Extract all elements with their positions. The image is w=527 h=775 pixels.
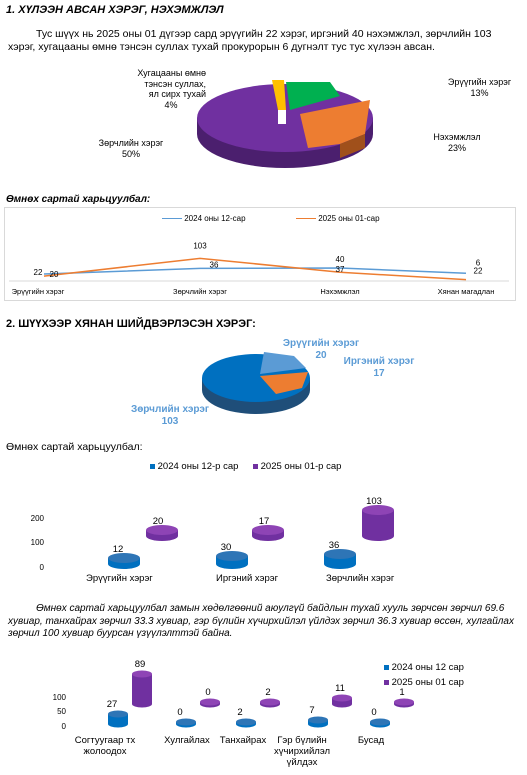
line-chart: 22 103 40 6 20 36 37 22 Эрүүгийн хэрэг Зөрчлийн х… [9, 241, 509, 296]
pie2-slice-civil [260, 372, 308, 394]
bar2-2024 [176, 718, 196, 728]
pie-label-claim: Нэхэмжлэл 23% [433, 132, 481, 153]
bar-label-2024: 36 [329, 540, 340, 551]
line-series-2025 [43, 257, 467, 281]
bar-legend-2024: 2024 оны 12-р сар [150, 461, 238, 472]
bar2-legend-2025: 2025 оны 01 сар [384, 677, 464, 688]
bar2-label-2024: 2 [237, 707, 242, 718]
line-category-label: Эрүүгийн хэрэг [12, 287, 65, 296]
line-series-2024 [43, 267, 467, 275]
bar-2024 [324, 549, 356, 569]
pie-slice-probation [272, 80, 286, 110]
section1-paragraph: Тус шүүх нь 2025 оны 01 дүгээр сард эрүү… [8, 28, 492, 53]
bar-label-2024: 30 [221, 542, 232, 553]
bar2-2025 [200, 698, 220, 708]
bar-label-2025: 20 [153, 516, 164, 527]
bar2-label-2025: 11 [335, 683, 345, 694]
line-category-label: Хянан магадлан [438, 287, 495, 296]
pie2-label-criminal: Эрүүгийн хэрэг 20 [282, 338, 360, 361]
bar-legend-2025: 2025 оны 01-р сар [253, 461, 341, 472]
bar-2025 [146, 525, 178, 541]
bar2-ytick: 0 [62, 722, 67, 731]
bar-ytick: 100 [31, 538, 45, 547]
bar2-legend-2024: 2024 оны 12 сар [384, 662, 464, 673]
section2-paragraph: Өмнөх сартай харьцуулбал замын хөдөлгөөн… [8, 603, 514, 639]
section1-compare-title: Өмнөх сартай харьцуулбал: [6, 194, 151, 205]
bar2-cat-2: Хулгайлах [164, 735, 210, 746]
section2-compare-title: Өмнөх сартай харьцуулбал: [6, 441, 143, 453]
bar2-2024 [108, 710, 128, 728]
pie-label-probation: Хугацааны өмнө тэнсэн суллах, ял сирх ту… [137, 68, 206, 110]
bar-2024 [216, 551, 248, 569]
line-label-2025: 22 [34, 268, 43, 277]
bar-category-label: Зөрчлийн хэрэг [326, 573, 395, 584]
bar-label-2025: 17 [259, 516, 270, 527]
bar2-2024 [370, 718, 390, 728]
pie-label-violation: Зөрчлийн хэрэг 50% [98, 138, 164, 159]
pie-chart-received [197, 80, 373, 168]
bar2-2024 [236, 718, 256, 728]
bar2-cat-4: Гэр бүлийн хүчирхийлэл үйлдэх [273, 735, 331, 768]
pie2-label-civil: Иргэний хэрэг 17 [343, 356, 415, 379]
bar2-label-2024: 7 [309, 705, 314, 716]
bar2-2025 [394, 698, 414, 708]
line-label-2024: 20 [50, 270, 59, 279]
bar-category-label: Эрүүгийн хэрэг [86, 573, 153, 584]
line-label-2025: 6 [476, 259, 481, 268]
bar-ytick: 200 [31, 514, 45, 523]
line-legend-2025: 2025 оны 01-сар [296, 214, 380, 223]
bar-category-label: Иргэний хэрэг [216, 573, 279, 584]
pie-slice-claim [300, 100, 370, 148]
bar2-ytick: 50 [57, 707, 66, 716]
bar2-label-2024: 27 [107, 699, 118, 710]
pie2-slice-criminal [260, 352, 306, 374]
bar2-label-2025: 2 [265, 687, 270, 698]
bar-label-2024: 12 [113, 544, 124, 555]
bar2-label-2025: 1 [399, 687, 404, 698]
bar-2025 [362, 505, 394, 541]
line-legend-2024: 2024 оны 12-сар [162, 214, 246, 223]
pie-chart-resolved [202, 352, 310, 414]
bar2-2025 [132, 670, 152, 708]
line-label-2024: 36 [210, 260, 219, 269]
pie-label-criminal: Эрүүгийн хэрэг 13% [447, 77, 512, 98]
line-label-2025: 40 [336, 255, 345, 264]
bar2-cat-3: Танхайрах [219, 735, 267, 746]
pie-slice-criminal [286, 82, 340, 110]
bar-2024 [108, 553, 140, 569]
bar2-2025 [260, 698, 280, 708]
pie2-label-violation: Зөрчлийн хэрэг 103 [130, 404, 210, 427]
bar2-label-2025: 0 [205, 687, 210, 698]
section2-title: 2. ШҮҮХЭЭР ХЯНАН ШИЙДВЭРЛЭСЭН ХЭРЭГ: [6, 318, 256, 330]
line-category-label: Нэхэмжлэл [320, 287, 359, 296]
bar2-label-2025: 89 [135, 659, 146, 670]
bar-2025 [252, 525, 284, 541]
bar-ytick: 0 [40, 563, 45, 572]
bar-chart-resolved: 200 100 0 12 20 Эрүүгийн хэрэг 30 17 Иргэний хэр… [31, 496, 395, 584]
bar-label-2025: 103 [366, 496, 382, 507]
line-category-label: Зөрчлийн хэрэг [173, 287, 227, 296]
line-label-2024: 22 [474, 266, 483, 275]
bar2-cat-1: Согтуугаар тх жолоодох [74, 735, 136, 757]
line-chart-frame [4, 207, 516, 301]
line-label-2024: 37 [336, 265, 345, 274]
bar2-2025 [332, 694, 352, 708]
line-label-2025: 103 [193, 241, 207, 250]
bar2-ytick: 100 [53, 693, 67, 702]
bar2-cat-5: Бусад [357, 735, 385, 746]
bar2-label-2024: 0 [177, 707, 182, 718]
bar2-label-2024: 0 [371, 707, 376, 718]
bar2-2024 [308, 716, 328, 728]
section1-title: 1. ХҮЛЭЭН АВСАН ХЭРЭГ, НЭХЭМЖЛЭЛ [6, 4, 224, 16]
